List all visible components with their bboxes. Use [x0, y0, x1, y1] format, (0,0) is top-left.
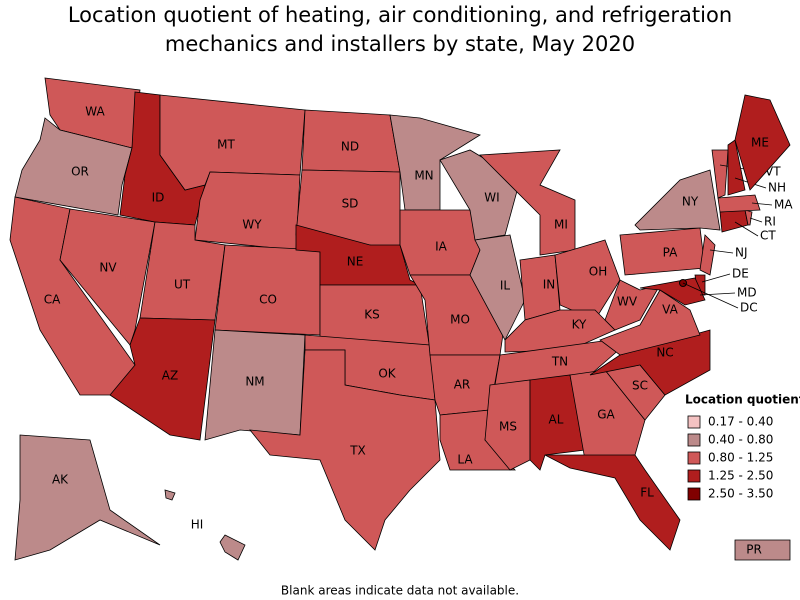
state — [214, 244, 321, 336]
state-label: LA — [457, 453, 473, 467]
state-label: GA — [597, 408, 615, 422]
state-label: CO — [259, 293, 277, 307]
callout — [699, 292, 736, 296]
state-label: NJ — [735, 246, 748, 260]
state-label: WY — [242, 218, 262, 232]
state — [389, 114, 481, 211]
state-label: NM — [245, 375, 264, 389]
state — [14, 117, 133, 216]
state — [164, 489, 246, 561]
state — [484, 379, 531, 471]
state-label: NY — [682, 195, 699, 209]
state — [719, 209, 749, 233]
legend-label: 0.17 - 0.40 — [708, 415, 773, 429]
state-label: AK — [52, 473, 69, 487]
state-label: TX — [349, 444, 366, 458]
legend-swatch — [687, 469, 701, 483]
legend-swatch — [687, 487, 701, 501]
state-label: OH — [589, 265, 607, 279]
callout — [751, 202, 773, 206]
state-label: DC — [740, 301, 758, 315]
state-label: RI — [764, 215, 776, 229]
footnote: Blank areas indicate data not available. — [281, 584, 519, 598]
state-label: IA — [435, 240, 448, 254]
state — [109, 317, 216, 441]
state-label: PR — [746, 543, 762, 557]
state-label: PA — [663, 246, 678, 260]
legend-swatch — [687, 433, 701, 447]
states: WA OR CA NV ID MT WY UT AZ CO NM ND SD NE KS OK TX MN IA MO… — [9, 77, 793, 561]
state — [14, 434, 161, 561]
callout — [709, 249, 734, 254]
legend-title: Location quotient — [685, 393, 800, 407]
state-label: NE — [347, 255, 364, 269]
state-label: MT — [217, 138, 235, 152]
state-label: OK — [378, 367, 396, 381]
title: mechanics and installers by state, May 2… — [165, 32, 635, 56]
callout — [734, 221, 759, 237]
state-label: TN — [551, 355, 568, 369]
state — [711, 149, 729, 199]
state-label: MO — [450, 313, 470, 327]
state-label: KY — [572, 318, 587, 332]
state-label: MS — [499, 420, 517, 434]
state-label: AL — [549, 413, 564, 427]
state-label: MD — [737, 286, 757, 300]
state-label: ND — [341, 140, 359, 154]
state-label: MA — [774, 198, 793, 212]
state — [717, 194, 761, 213]
callout — [682, 282, 739, 309]
legend-swatch — [687, 415, 701, 429]
state — [479, 149, 576, 256]
state-label: DE — [732, 267, 749, 281]
state-label: VA — [662, 303, 678, 317]
state-label: SD — [342, 197, 359, 211]
state — [744, 209, 753, 226]
title: Location quotient of heating, air condit… — [68, 3, 732, 27]
state-label: NH — [768, 181, 786, 195]
state-label: CA — [44, 293, 61, 307]
state-label: AZ — [162, 369, 178, 383]
state — [544, 454, 681, 551]
state-label: HI — [191, 518, 204, 532]
state-label: ID — [152, 191, 165, 205]
state-label: IN — [543, 278, 556, 292]
state — [249, 349, 441, 551]
state-label: FL — [640, 486, 654, 500]
state-label: NC — [656, 346, 673, 360]
state — [727, 139, 746, 196]
state — [194, 171, 301, 251]
state-label: NV — [99, 261, 117, 275]
state-label: IL — [500, 279, 511, 293]
state — [734, 539, 791, 561]
callout — [701, 273, 731, 283]
state-label: MI — [554, 218, 568, 232]
state-label: WI — [484, 191, 499, 205]
state-label: SC — [632, 379, 648, 393]
state-label: KS — [364, 308, 380, 322]
state — [599, 289, 701, 356]
state — [554, 239, 621, 321]
state — [734, 94, 791, 191]
state — [634, 169, 721, 231]
state-label: OR — [71, 165, 89, 179]
legend-label: 0.80 - 1.25 — [708, 451, 773, 465]
state-label: WV — [617, 295, 638, 309]
state — [639, 277, 706, 306]
state-label: UT — [174, 278, 191, 292]
callout — [749, 217, 763, 223]
legend-label: 2.50 - 3.50 — [708, 487, 773, 501]
state — [494, 339, 632, 386]
state-label: MN — [414, 169, 433, 183]
state-label: AR — [454, 378, 471, 392]
state-label: WA — [85, 105, 105, 119]
state-label: CT — [760, 229, 776, 243]
legend-swatch — [687, 451, 701, 465]
legend-label: 1.25 - 2.50 — [708, 469, 773, 483]
legend-label: 0.40 - 0.80 — [708, 433, 773, 447]
state — [699, 234, 716, 276]
state-label: ME — [751, 136, 769, 150]
